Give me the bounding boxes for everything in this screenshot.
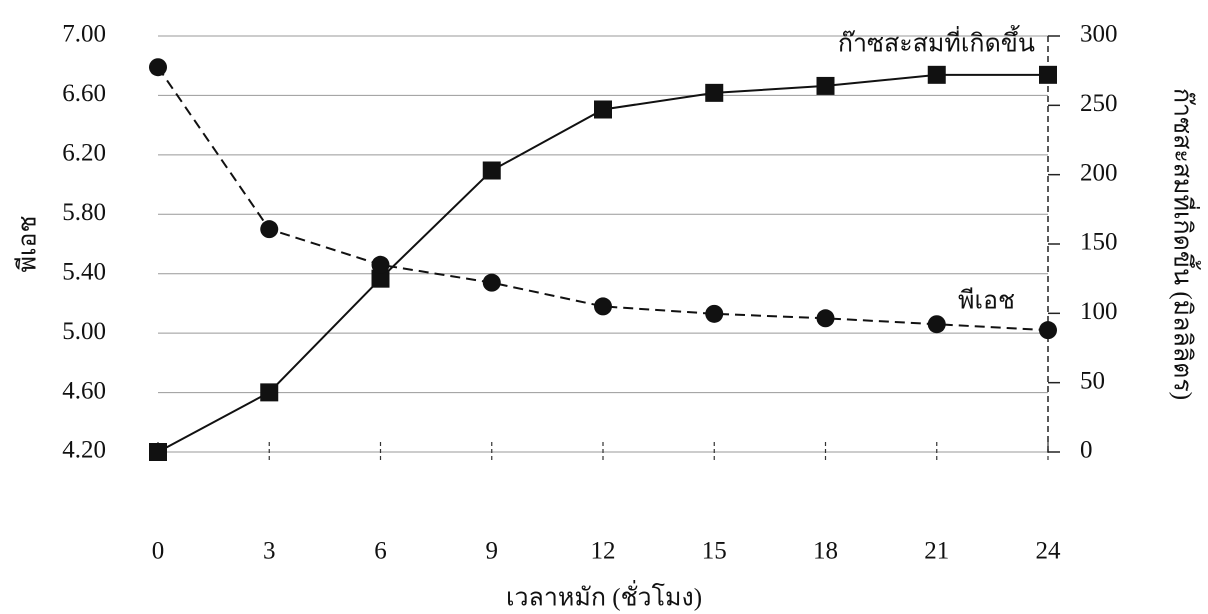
series-label: ก๊าซสะสมที่เกิดขึ้น bbox=[838, 25, 1035, 58]
point-marker bbox=[260, 383, 279, 402]
point-marker bbox=[482, 273, 501, 292]
y2-tick-label: 100 bbox=[1080, 298, 1118, 325]
point-marker bbox=[594, 297, 612, 316]
point-marker bbox=[1039, 65, 1057, 84]
y2-tick-label: 0 bbox=[1080, 437, 1093, 464]
x-tick-label: 15 bbox=[702, 538, 727, 565]
point-marker bbox=[927, 65, 946, 84]
point-marker bbox=[149, 58, 167, 77]
y-tick-label: 7.00 bbox=[62, 21, 106, 48]
x-tick-label: 21 bbox=[924, 538, 949, 565]
y-tick-label: 5.80 bbox=[62, 199, 106, 226]
y-tick-label: 4.20 bbox=[62, 437, 106, 464]
y2-tick-label: 300 bbox=[1080, 21, 1118, 48]
point-marker bbox=[816, 76, 835, 95]
x-tick-label: 12 bbox=[591, 538, 616, 565]
y2-tick-label: 200 bbox=[1080, 159, 1118, 186]
y-tick-label: 5.40 bbox=[62, 258, 106, 285]
y-tick-label: 4.60 bbox=[62, 377, 106, 404]
y2-axis-title: ก๊าซสะสมที่เกิดขึ้น (มิลลิลิตร) bbox=[1168, 88, 1201, 400]
point-marker bbox=[482, 161, 501, 180]
series-line bbox=[157, 73, 1048, 453]
point-marker bbox=[705, 304, 724, 323]
y-axis-title: พีเอช bbox=[14, 215, 42, 272]
x-tick-label: 9 bbox=[486, 538, 499, 565]
y-tick-label: 6.20 bbox=[62, 140, 106, 167]
y2-tick-label: 50 bbox=[1080, 367, 1105, 394]
point-marker bbox=[1039, 321, 1057, 340]
x-axis-title: เวลาหมัก (ชั่วโมง) bbox=[506, 580, 702, 612]
point-marker bbox=[816, 309, 835, 328]
y2-tick-label: 250 bbox=[1080, 90, 1118, 117]
point-marker bbox=[927, 315, 946, 334]
y-tick-label: 6.60 bbox=[62, 80, 106, 107]
point-marker bbox=[705, 83, 724, 102]
y-tick-label: 5.00 bbox=[62, 318, 106, 345]
x-tick-label: 3 bbox=[263, 538, 276, 565]
x-tick-label: 0 bbox=[152, 538, 165, 565]
point-marker bbox=[149, 443, 167, 461]
point-marker bbox=[371, 255, 390, 274]
point-marker bbox=[594, 100, 612, 119]
series-label: พีเอช bbox=[958, 287, 1015, 315]
x-tick-label: 18 bbox=[813, 538, 838, 565]
y2-tick-label: 150 bbox=[1080, 229, 1118, 256]
x-tick-label: 24 bbox=[1036, 538, 1062, 565]
series-line bbox=[157, 66, 1049, 332]
point-marker bbox=[371, 269, 390, 288]
point-marker bbox=[260, 220, 279, 239]
x-tick-label: 6 bbox=[374, 538, 387, 565]
